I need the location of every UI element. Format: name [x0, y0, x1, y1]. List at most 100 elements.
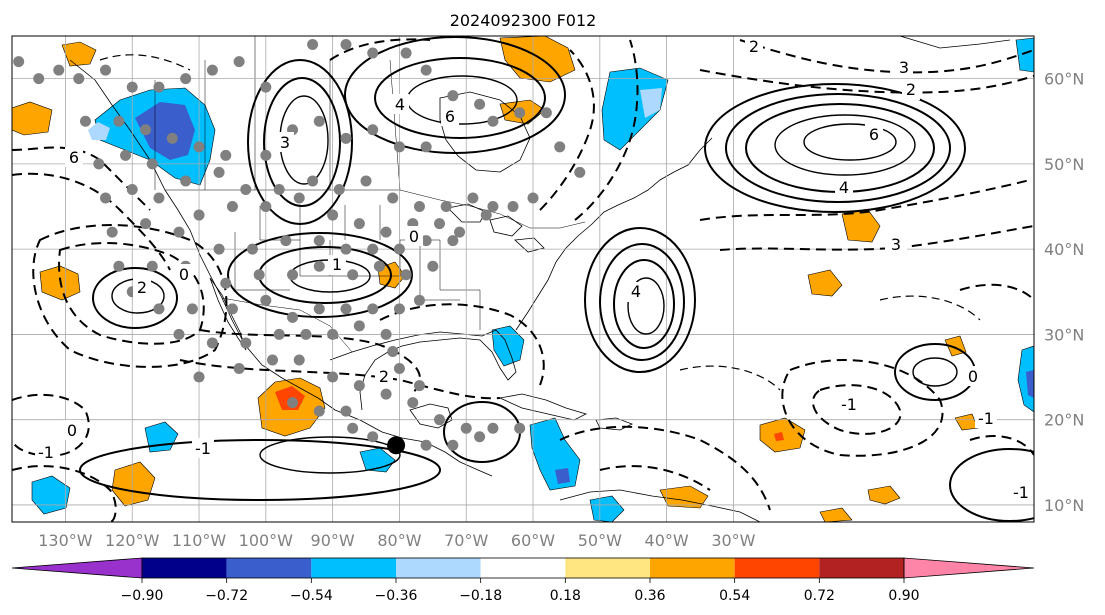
obs-point — [514, 107, 526, 119]
dash-ne-1 — [959, 283, 1034, 301]
x-tick-label-0: 130°W — [38, 531, 93, 550]
y-tick-label-3: 40°N — [1044, 240, 1084, 259]
obs-point — [226, 201, 238, 213]
x-tick-label-5: 80°W — [377, 531, 421, 550]
dash-gulf-1 — [379, 303, 545, 386]
dash-pac-s2 — [12, 465, 117, 522]
obs-point — [333, 183, 345, 195]
contour-label-2b: 2 — [749, 37, 759, 56]
obs-point — [180, 175, 192, 187]
obs-point — [173, 226, 185, 238]
dash-atl-3 — [739, 39, 1034, 74]
obs-point — [353, 320, 365, 332]
contour-label-0c: 0 — [67, 421, 77, 440]
colorbar-label-1: −0.72 — [205, 588, 248, 604]
obs-point — [367, 303, 379, 315]
obs-point — [380, 388, 392, 400]
obs-point — [340, 132, 352, 144]
obs-point — [413, 201, 425, 213]
dash-atl-1 — [699, 179, 1031, 221]
contour-label-0a: 0 — [409, 227, 419, 246]
obs-point — [353, 218, 365, 230]
obs-point — [440, 201, 452, 213]
coast-baja — [209, 277, 247, 351]
colorbar-segment-3 — [396, 558, 481, 578]
obs-point — [113, 260, 125, 272]
thin-dash-2 — [879, 295, 981, 321]
x-tick-label-9: 40°W — [645, 531, 689, 550]
obs-point — [413, 380, 425, 392]
contour-label-bg-m1e — [1010, 482, 1032, 502]
contour-atl-high-2 — [725, 93, 951, 203]
obs-point — [487, 201, 499, 213]
contour-label-1a: 1 — [332, 255, 342, 274]
contour-label-6b: 6 — [69, 148, 79, 167]
obs-point — [327, 328, 339, 340]
shade-orange-sw — [111, 461, 156, 507]
obs-point — [253, 269, 265, 281]
contour-pac-1 — [92, 267, 178, 329]
obs-point — [93, 158, 105, 170]
dash-atl-2 — [719, 225, 1034, 251]
thin-dash-3 — [679, 365, 781, 391]
obs-point — [73, 73, 85, 85]
contour-label-bg-0c — [63, 420, 81, 440]
obs-point — [193, 141, 205, 153]
contour-labels: 6 4 3 2 4 2 6 4 6 3 1 0 0 -1 -1 -1 -1 -1 — [35, 34, 1032, 502]
dash-low-1 — [811, 384, 902, 435]
obs-point — [146, 158, 158, 170]
obs-point — [474, 98, 486, 110]
dash-nw — [12, 146, 151, 211]
contour-atl-high-1 — [704, 83, 966, 213]
obs-point — [367, 124, 379, 136]
colorbar-extend-max — [903, 557, 1035, 579]
dash-sa-1 — [559, 425, 771, 511]
contour-label-m2a: 2 — [906, 80, 916, 99]
obs-point — [100, 64, 112, 76]
thin-dashed-contours — [99, 54, 981, 391]
obs-point — [393, 141, 405, 153]
contour-label-0b: 0 — [179, 265, 189, 284]
x-tick-label-3: 100°W — [239, 531, 294, 550]
obs-point — [480, 209, 492, 221]
obs-point — [307, 175, 319, 187]
colorbar-label-2: −0.54 — [290, 588, 333, 604]
obs-point — [193, 371, 205, 383]
obs-point — [574, 166, 586, 178]
contour-label-bg-6a — [865, 124, 883, 144]
x-tick-label-8: 50°W — [578, 531, 622, 550]
obs-point — [213, 166, 225, 178]
obs-point — [33, 73, 45, 85]
obs-point — [434, 414, 446, 426]
colorbar-segment-5 — [565, 558, 650, 578]
colorbar-label-7: 0.54 — [719, 588, 750, 604]
obs-point — [273, 328, 285, 340]
border-canada-prov — [154, 36, 401, 191]
obs-point — [327, 371, 339, 383]
obs-point — [206, 337, 218, 349]
coast-greenland — [899, 36, 1011, 49]
obs-point — [400, 47, 412, 59]
contour-se-1 — [949, 448, 1034, 522]
contour-label-bg-m2b — [375, 366, 393, 386]
contour-atl-high-4 — [774, 114, 916, 176]
y-tick-label-0: 10°N — [1044, 496, 1084, 515]
obs-point — [487, 422, 499, 434]
x-tick-label-6: 70°W — [444, 531, 488, 550]
obs-point — [240, 337, 252, 349]
obs-point — [514, 422, 526, 434]
shade-blue-panama — [589, 495, 625, 522]
colorbar-segment-0 — [142, 558, 227, 578]
x-tick-label-1: 120°W — [105, 531, 160, 550]
contour-label-bg-0a — [405, 226, 423, 246]
obs-point — [380, 328, 392, 340]
obs-point — [340, 303, 352, 315]
obs-point — [387, 345, 399, 357]
contour-label-m1a: -1 — [195, 439, 211, 458]
obs-point — [353, 380, 365, 392]
contour-label-bg-0b — [175, 264, 193, 284]
obs-point — [434, 218, 446, 230]
x-tick-label-2: 110°W — [172, 531, 227, 550]
y-tick-label-4: 50°N — [1044, 155, 1084, 174]
colorbar-outline — [141, 557, 905, 579]
